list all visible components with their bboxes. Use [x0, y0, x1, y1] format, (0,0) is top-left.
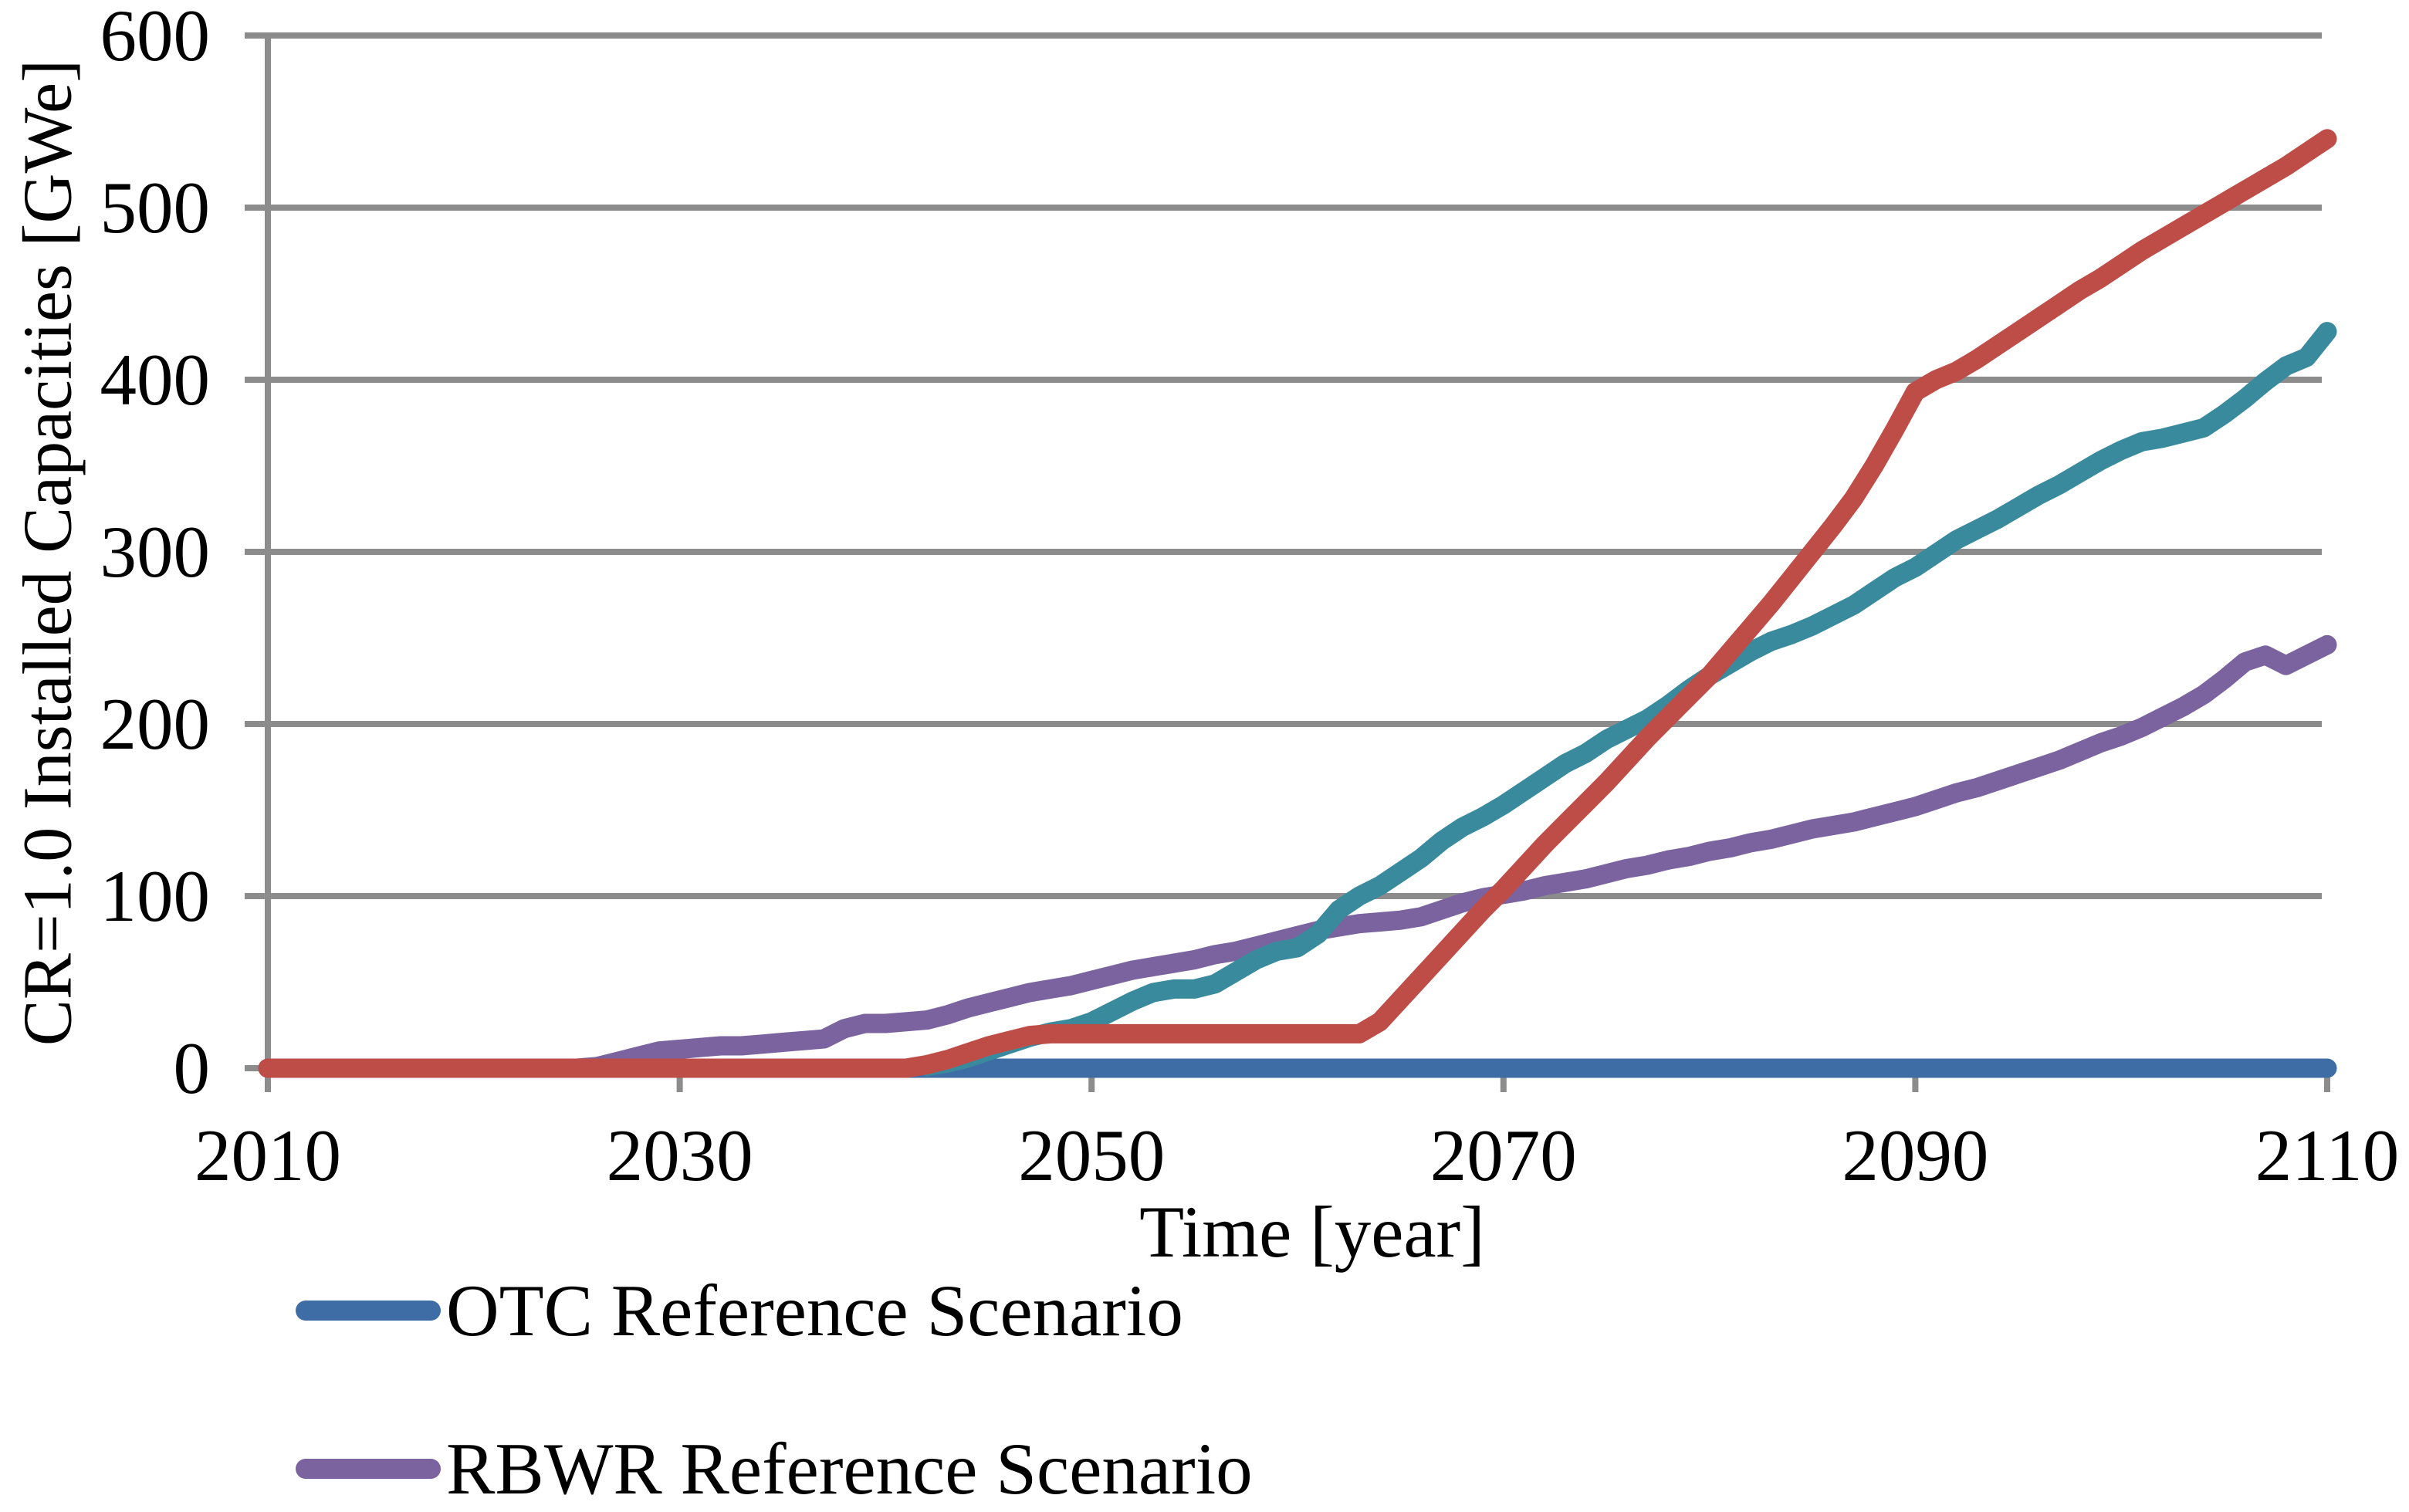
tick-labels: 0 100 200 300 400 500 600 2010 2030 2050 2070 2090 2…: [100, 0, 2400, 1196]
x-tick-label: 2110: [2255, 1115, 2399, 1196]
gridlines: [268, 32, 2322, 1071]
x-tick-label: 2010: [195, 1115, 341, 1196]
y-axis-title: CR=1.0 Installed Capacities [GWe]: [10, 59, 86, 1046]
legend-entry-rbwr: RBWR Reference Scenario: [296, 1432, 1253, 1506]
y-tick-label: 0: [174, 1027, 211, 1109]
x-tick-label: 2030: [607, 1115, 753, 1196]
series-line-2: [917, 322, 2337, 1077]
series-line-3: [258, 129, 2337, 1078]
legend-label-rbwr: RBWR Reference Scenario: [446, 1427, 1253, 1510]
y-tick-label: 400: [100, 339, 211, 421]
series-line-1: [258, 634, 2337, 1078]
y-tick-label: 200: [100, 683, 211, 765]
y-tick-label: 500: [100, 167, 211, 249]
x-axis-title: Time [year]: [1139, 1191, 1485, 1273]
rbwr-line-swatch: [296, 1459, 441, 1479]
legend-entry-otc: OTC Reference Scenario: [296, 1274, 1183, 1348]
y-tick-label: 100: [100, 855, 211, 937]
x-tick-label: 2070: [1430, 1115, 1577, 1196]
legend-label-otc: OTC Reference Scenario: [446, 1269, 1183, 1351]
axis-ticks: [245, 32, 2330, 1092]
x-tick-label: 2090: [1842, 1115, 1988, 1196]
y-tick-label: 600: [100, 0, 211, 76]
x-tick-label: 2050: [1018, 1115, 1165, 1196]
otc-line-swatch: [296, 1301, 441, 1321]
series-lines: [258, 129, 2337, 1078]
y-tick-label: 300: [100, 511, 211, 593]
